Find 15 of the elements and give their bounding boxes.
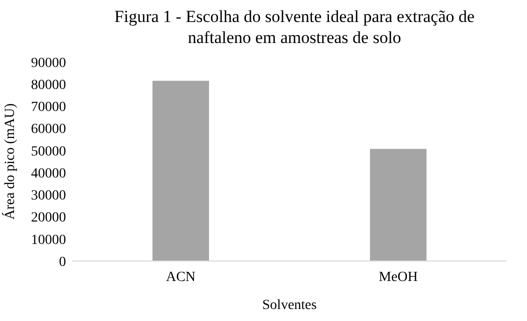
y-tick-label: 80000 xyxy=(31,78,66,94)
y-tick-label: 0 xyxy=(59,254,66,270)
y-axis-title: Área do pico (mAU) xyxy=(1,103,18,220)
y-tick-label: 10000 xyxy=(31,232,66,248)
y-tick-label: 60000 xyxy=(31,122,66,138)
x-tick-label: MeOH xyxy=(378,270,418,285)
y-tick-label: 90000 xyxy=(31,56,66,71)
y-tick-label: 20000 xyxy=(31,210,66,226)
y-tick-label: 70000 xyxy=(31,100,66,116)
y-tick-label: 50000 xyxy=(31,144,66,160)
y-tick-label: 40000 xyxy=(31,166,66,182)
chart-title: Figura 1 - Escolha do solvente ideal para extração de naftaleno em amostreas de solo xyxy=(114,7,475,47)
y-tick-label: 30000 xyxy=(31,188,66,204)
x-axis-title: Solventes xyxy=(262,298,317,313)
x-tick-label: ACN xyxy=(166,270,196,285)
